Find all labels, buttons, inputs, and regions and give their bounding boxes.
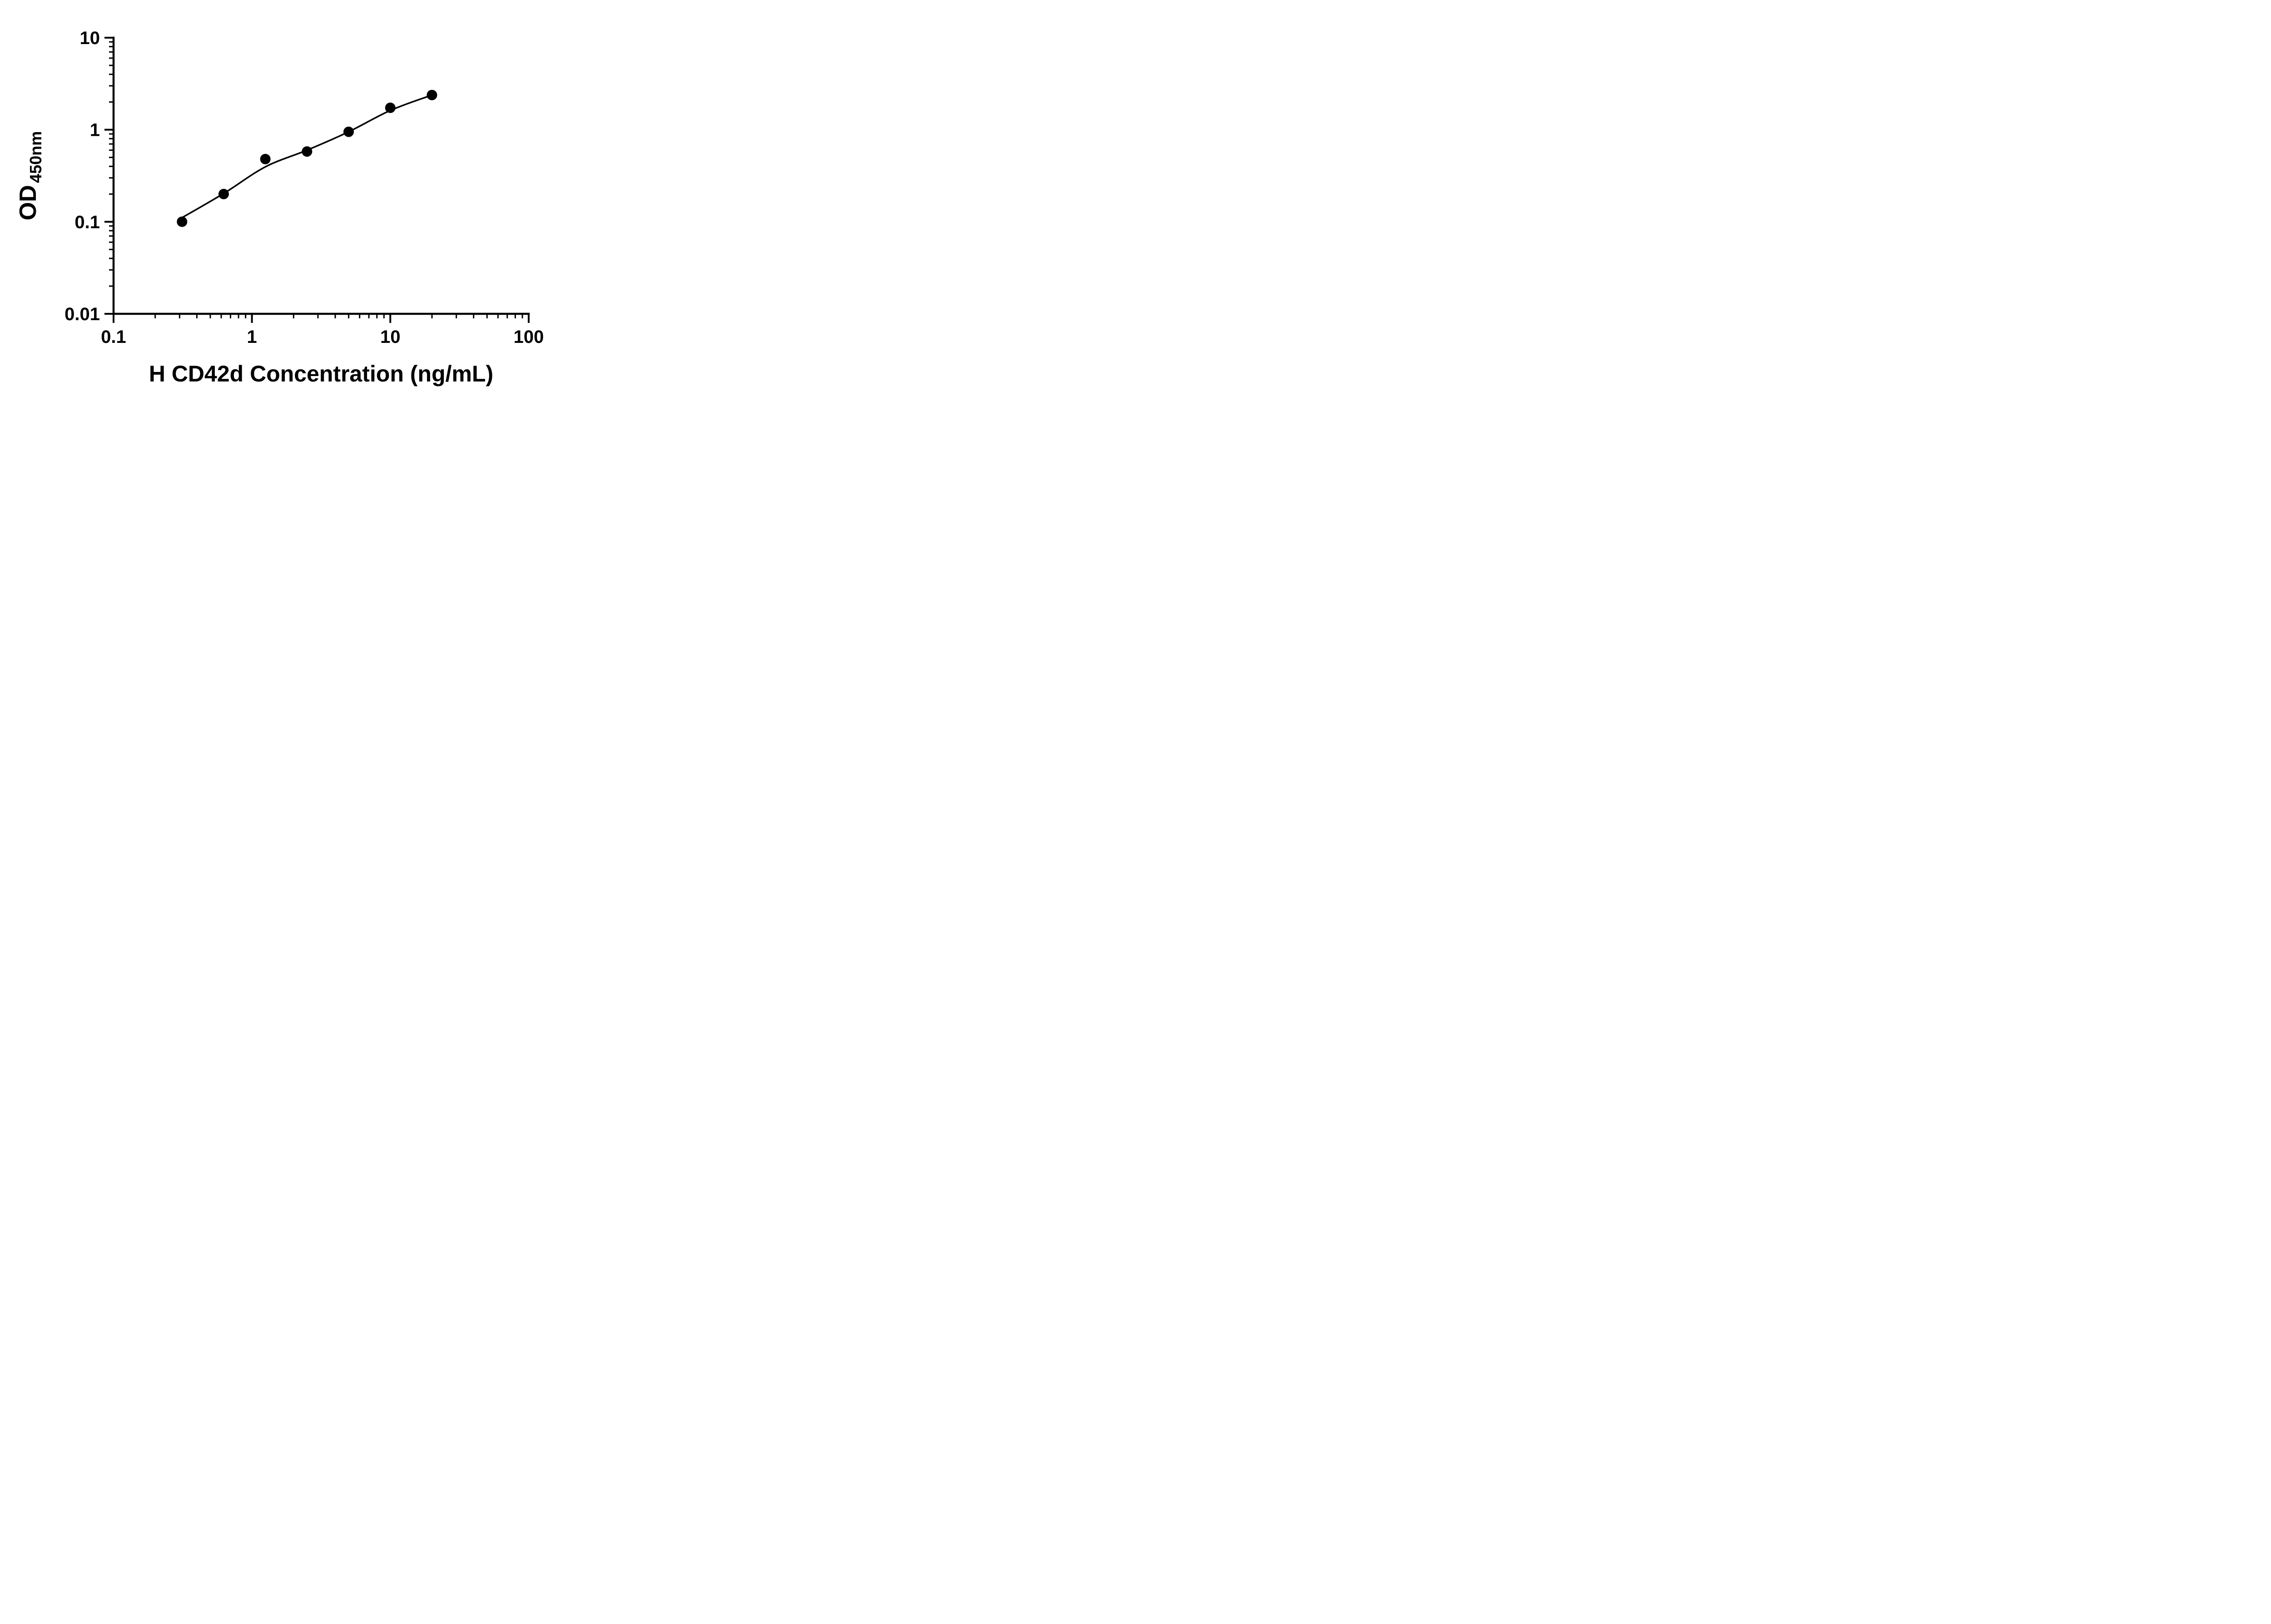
y-tick-label: 1 — [90, 120, 100, 140]
data-point — [385, 102, 396, 113]
x-tick-label: 0.1 — [101, 327, 126, 347]
data-point — [302, 146, 312, 157]
data-point — [260, 153, 271, 164]
axis-line — [112, 36, 530, 315]
y-axis-title-base: OD — [15, 185, 41, 220]
fit-curve — [179, 94, 432, 220]
x-axis-title: H CD42d Concentration (ng/mL) — [149, 361, 493, 386]
y-tick-label: 10 — [80, 28, 100, 48]
data-point — [343, 126, 354, 137]
x-tick-label: 100 — [514, 327, 544, 347]
x-tick-label: 10 — [380, 327, 401, 347]
y-tick-label: 0.1 — [74, 212, 100, 232]
data-point — [177, 216, 188, 227]
y-tick-label: 0.01 — [64, 304, 100, 324]
data-point — [218, 188, 229, 199]
x-tick-label: 1 — [247, 327, 257, 347]
data-point — [426, 89, 437, 100]
y-axis-title: OD 450nm — [15, 131, 45, 221]
y-axis-title-subscript: 450nm — [26, 131, 45, 183]
elisa-standard-curve-figure: 0.1 1 10 100 0.01 0.1 1 10 H CD42d Concentratio… — [0, 0, 587, 406]
